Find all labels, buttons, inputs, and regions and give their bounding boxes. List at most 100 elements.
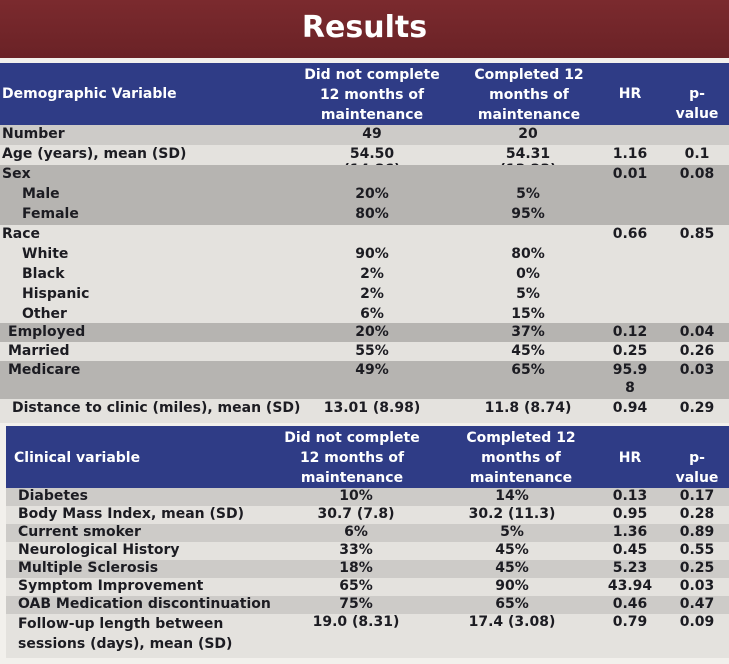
completed-value: 80% [511, 246, 545, 262]
not-completed-value: 80% [355, 206, 389, 222]
not-completed-value: 55% [355, 343, 389, 359]
completed-value: 45% [495, 560, 529, 576]
table-row: Multiple Sclerosis 18% 45% 5.23 0.25 [6, 560, 729, 578]
completed-value: 14% [495, 488, 529, 504]
p-value: 0.89 [679, 524, 715, 540]
hr-value: 0.94 [612, 400, 648, 416]
table-row: Age (years), mean (SD)54.50 (14.86)54.31… [0, 145, 729, 178]
completed-value: 17.4 (3.08) [468, 614, 556, 630]
completed-value: 5% [500, 524, 524, 540]
row-label: Medicare [8, 362, 81, 378]
not-completed-value: 6% [344, 524, 368, 540]
header-p-value: p-value [675, 450, 719, 486]
not-completed-value: 18% [339, 560, 373, 576]
hr-value: 0.79 [612, 614, 648, 630]
header-hr: HR [618, 86, 642, 102]
p-value: 0.26 [679, 343, 715, 359]
row-label: Married [8, 343, 70, 359]
row-label: OAB Medication discontinuation [18, 596, 271, 612]
header-not-completed: Did not complete 12 months of maintenanc… [304, 67, 440, 123]
hr-value-wrap: 8 [625, 380, 635, 396]
header-p-value: p-value [675, 86, 719, 122]
hr-value: 0.46 [612, 596, 648, 612]
not-completed-value: 49% [355, 362, 389, 378]
hr-value: 0.12 [612, 324, 648, 340]
hr-value: 1.36 [612, 524, 648, 540]
row-label: Number [2, 126, 65, 142]
p-value: 0.03 [679, 578, 715, 594]
hr-value: 0.95 [612, 506, 648, 522]
p-value: 0.04 [679, 324, 715, 340]
p-value: 0.09 [679, 614, 715, 630]
row-label: Age (years), mean (SD) [2, 146, 187, 162]
hr-value: 1.16 [612, 146, 648, 162]
table-row: Diabetes 10% 14% 0.13 0.17 [6, 488, 729, 506]
completed-value: 15% [511, 306, 545, 322]
table-row: Follow-up length between sessions (days)… [6, 614, 729, 658]
row-label: Follow-up length between sessions (days)… [18, 616, 233, 652]
completed-value: 5% [516, 186, 540, 202]
table-row: OAB Medication discontinuation 75% 65% 0.46… [6, 596, 729, 614]
row-label: White [22, 246, 69, 262]
completed-value: 65% [495, 596, 529, 612]
row-label: Hispanic [22, 286, 90, 302]
table-row: Current smoker 6% 5% 1.36 0.89 [6, 524, 729, 542]
completed-value: 45% [511, 343, 545, 359]
not-completed-value: 6% [360, 306, 384, 322]
row-label: Black [22, 266, 65, 282]
hr-value: 43.94 [607, 578, 653, 594]
header-completed: Completed 12 months of maintenance [466, 430, 576, 486]
p-value: 0.28 [679, 506, 715, 522]
not-completed-value: 49 [362, 126, 382, 142]
completed-value: 20 [518, 126, 538, 142]
hr-value: 95.9 [612, 362, 648, 378]
row-label: Current smoker [18, 524, 141, 540]
not-completed-value: 20% [355, 186, 389, 202]
p-value: 0.1 [684, 146, 710, 162]
completed-value: 45% [495, 542, 529, 558]
p-value: 0.17 [679, 488, 715, 504]
row-label: Race [2, 226, 41, 242]
p-value: 0.29 [679, 400, 715, 416]
p-value: 0.25 [679, 560, 715, 576]
page-title: Results [301, 10, 428, 45]
table-row: Other 6% 15% [0, 305, 729, 323]
header-variable: Clinical variable [14, 450, 141, 466]
row-label: Sex [2, 166, 31, 182]
p-value: 0.55 [679, 542, 715, 558]
not-completed-value: 2% [360, 266, 384, 282]
hr-value: 0.66 [612, 226, 648, 242]
table-row: Neurological History 33% 45% 0.45 0.55 [6, 542, 729, 560]
header-variable: Demographic Variable [2, 86, 177, 102]
not-completed-value: 2% [360, 286, 384, 302]
not-completed-value: 65% [339, 578, 373, 594]
row-label: Male [22, 186, 60, 202]
table-row: Body Mass Index, mean (SD) 30.7 (7.8) 30.2… [6, 506, 729, 524]
p-value: 0.85 [679, 226, 715, 242]
not-completed-value: 75% [339, 596, 373, 612]
row-label: Multiple Sclerosis [18, 560, 159, 576]
table-row: Race 0.66 0.85 [0, 225, 729, 245]
completed-value: 95% [511, 206, 545, 222]
completed-value: 5% [516, 286, 540, 302]
hr-value: 0.13 [612, 488, 648, 504]
demographic-table-header: Demographic Variable Did not complete 12… [0, 63, 729, 125]
table-row: Symptom Improvement 65% 90% 43.94 0.03 [6, 578, 729, 596]
header-not-completed: Did not complete 12 months of maintenanc… [284, 430, 420, 486]
completed-value: 30.2 (11.3) [468, 506, 556, 522]
row-label: Symptom Improvement [18, 578, 204, 594]
table-row: Married 55% 45% 0.25 0.26 [0, 342, 729, 361]
row-label: Body Mass Index, mean (SD) [18, 506, 245, 522]
not-completed-value: 13.01 (8.98) [323, 400, 421, 416]
table-row: Female 80% 95% [0, 205, 729, 225]
p-value: 0.47 [679, 596, 715, 612]
clinical-table-header: Clinical variable Did not complete 12 mo… [6, 426, 729, 488]
not-completed-value: 20% [355, 324, 389, 340]
table-row: Male 20% 5% [0, 185, 729, 205]
table-row: White 90% 80% [0, 245, 729, 265]
completed-value: 0% [516, 266, 540, 282]
not-completed-value: 10% [339, 488, 373, 504]
row-label: Distance to clinic (miles), mean (SD) [12, 400, 301, 416]
table-row: Hispanic 2% 5% [0, 285, 729, 305]
header-hr: HR [618, 450, 642, 466]
